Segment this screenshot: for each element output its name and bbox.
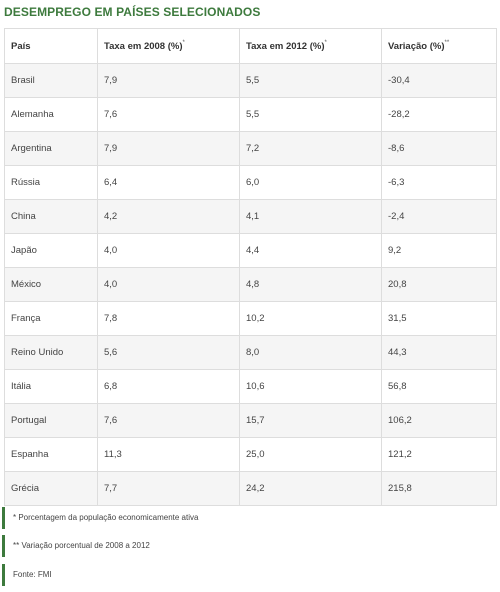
table-row: China 4,2 4,1 -2,4	[4, 199, 497, 234]
cell-country: França	[4, 301, 98, 336]
column-header-variation: Variação (%)**	[381, 28, 497, 64]
table-row: Rússia 6,4 6,0 -6,3	[4, 165, 497, 200]
footnote-marker: *	[182, 39, 185, 46]
cell-rate-2008: 11,3	[97, 437, 240, 472]
table-row: Argentina 7,9 7,2 -8,6	[4, 131, 497, 166]
cell-rate-2008: 6,8	[97, 369, 240, 404]
cell-variation: -8,6	[381, 131, 497, 166]
cell-rate-2008: 7,6	[97, 403, 240, 438]
table-row: Brasil 7,9 5,5 -30,4	[4, 63, 497, 98]
column-header-rate-2008: Taxa em 2008 (%)*	[97, 28, 240, 64]
table-row: Reino Unido 5,6 8,0 44,3	[4, 335, 497, 370]
cell-country: Japão	[4, 233, 98, 268]
table-row: Portugal 7,6 15,7 106,2	[4, 403, 497, 438]
cell-country: Itália	[4, 369, 98, 404]
cell-country: México	[4, 267, 98, 302]
cell-country: Rússia	[4, 165, 98, 200]
unemployment-table: País Taxa em 2008 (%)* Taxa em 2012 (%)*…	[4, 28, 497, 506]
table-row: Japão 4,0 4,4 9,2	[4, 233, 497, 268]
cell-variation: 31,5	[381, 301, 497, 336]
footnote-variation: ** Variação porcentual de 2008 a 2012	[2, 535, 150, 557]
cell-rate-2008: 4,0	[97, 267, 240, 302]
cell-rate-2012: 4,1	[239, 199, 382, 234]
footnote-marker: *	[324, 39, 327, 46]
cell-variation: -2,4	[381, 199, 497, 234]
column-header-label: Taxa em 2012 (%)	[246, 40, 325, 52]
cell-variation: 106,2	[381, 403, 497, 438]
footnote-population: * Porcentagem da população economicament…	[2, 507, 198, 529]
cell-variation: 56,8	[381, 369, 497, 404]
cell-variation: 215,8	[381, 471, 497, 506]
column-header-label: Variação (%)	[388, 40, 445, 52]
cell-rate-2008: 7,9	[97, 131, 240, 166]
cell-rate-2008: 7,6	[97, 97, 240, 132]
cell-rate-2012: 7,2	[239, 131, 382, 166]
cell-rate-2008: 5,6	[97, 335, 240, 370]
footnote-marker: **	[444, 39, 450, 46]
cell-rate-2012: 6,0	[239, 165, 382, 200]
cell-variation: 9,2	[381, 233, 497, 268]
column-header-label: País	[11, 40, 31, 52]
cell-rate-2012: 4,8	[239, 267, 382, 302]
cell-variation: -28,2	[381, 97, 497, 132]
cell-rate-2012: 25,0	[239, 437, 382, 472]
cell-rate-2012: 24,2	[239, 471, 382, 506]
source-note: Fonte: FMI	[2, 564, 52, 586]
table-row: Itália 6,8 10,6 56,8	[4, 369, 497, 404]
cell-country: Espanha	[4, 437, 98, 472]
cell-country: China	[4, 199, 98, 234]
cell-country: Alemanha	[4, 97, 98, 132]
cell-country: Grécia	[4, 471, 98, 506]
column-header-country: País	[4, 28, 98, 64]
cell-rate-2012: 10,2	[239, 301, 382, 336]
cell-rate-2012: 15,7	[239, 403, 382, 438]
cell-rate-2008: 4,0	[97, 233, 240, 268]
cell-variation: 121,2	[381, 437, 497, 472]
column-header-rate-2012: Taxa em 2012 (%)*	[239, 28, 382, 64]
table-row: Grécia 7,7 24,2 215,8	[4, 471, 497, 506]
cell-rate-2008: 7,8	[97, 301, 240, 336]
cell-country: Reino Unido	[4, 335, 98, 370]
cell-country: Brasil	[4, 63, 98, 98]
cell-rate-2008: 6,4	[97, 165, 240, 200]
cell-rate-2008: 7,7	[97, 471, 240, 506]
cell-rate-2008: 4,2	[97, 199, 240, 234]
cell-rate-2008: 7,9	[97, 63, 240, 98]
cell-rate-2012: 8,0	[239, 335, 382, 370]
table-row: Espanha 11,3 25,0 121,2	[4, 437, 497, 472]
cell-variation: -30,4	[381, 63, 497, 98]
cell-country: Portugal	[4, 403, 98, 438]
table-row: Alemanha 7,6 5,5 -28,2	[4, 97, 497, 132]
column-header-label: Taxa em 2008 (%)	[104, 40, 183, 52]
table-row: México 4,0 4,8 20,8	[4, 267, 497, 302]
cell-rate-2012: 5,5	[239, 63, 382, 98]
table-header-row: País Taxa em 2008 (%)* Taxa em 2012 (%)*…	[4, 28, 497, 64]
table-row: França 7,8 10,2 31,5	[4, 301, 497, 336]
cell-rate-2012: 5,5	[239, 97, 382, 132]
page-title: DESEMPREGO EM PAÍSES SELECIONADOS	[4, 5, 261, 19]
cell-variation: 20,8	[381, 267, 497, 302]
cell-rate-2012: 10,6	[239, 369, 382, 404]
cell-variation: 44,3	[381, 335, 497, 370]
cell-country: Argentina	[4, 131, 98, 166]
cell-rate-2012: 4,4	[239, 233, 382, 268]
cell-variation: -6,3	[381, 165, 497, 200]
